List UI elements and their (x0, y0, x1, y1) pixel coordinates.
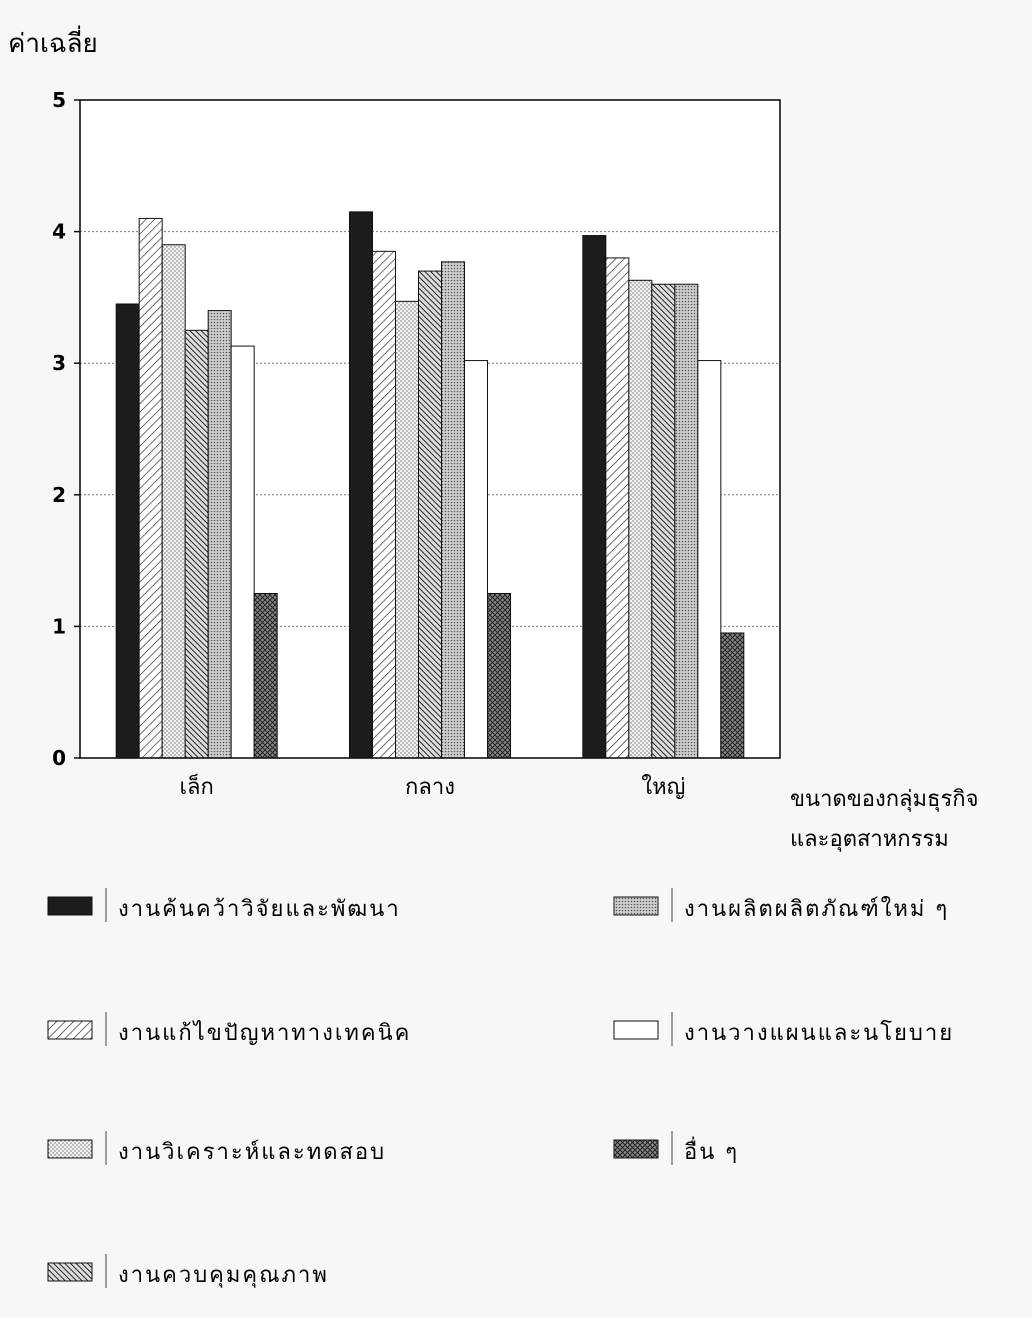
bar (230, 345, 255, 759)
legend-label: งานควบคุมคุณภาพ (118, 1263, 329, 1288)
bar (349, 211, 373, 759)
legend-label: งานค้นคว้าวิจัยและพัฒนา (118, 897, 401, 922)
y-tick-label: 4 (52, 220, 66, 244)
bar (184, 329, 209, 759)
legend-label: งานวิเคราะห์และทดสอบ (118, 1140, 386, 1165)
legend-swatch (613, 896, 659, 916)
x-axis-title-line-1: ขนาดของกลุ่มธุรกิจ (790, 787, 978, 812)
legend: งานค้นคว้าวิจัยและพัฒนางานแก้ไขปัญหาทางเ… (47, 888, 954, 1288)
y-tick-label: 5 (52, 88, 66, 112)
y-axis-title: ค่าเฉลี่ย (8, 25, 98, 59)
bar (115, 303, 140, 759)
bar (418, 270, 442, 759)
bar (720, 632, 745, 759)
y-tick-label: 0 (52, 746, 66, 770)
bar (161, 244, 186, 759)
plot-area: 0 1 2 3 4 5 เล็ก กลาง ใหญ่ (52, 88, 781, 800)
x-axis-title-line-2: และอุตสาหกรรม (790, 827, 949, 852)
bar (697, 360, 722, 759)
bar (674, 283, 699, 759)
plot-frame (79, 99, 781, 759)
legend-swatch (613, 1020, 659, 1040)
legend-label: อื่น ๆ (684, 1136, 739, 1165)
bar (253, 593, 278, 759)
bar (464, 360, 488, 759)
bar (582, 235, 607, 759)
bar (605, 257, 630, 759)
x-category-label: กลาง (405, 775, 455, 800)
bar (395, 300, 419, 759)
y-tick-label: 1 (52, 614, 66, 638)
legend-label: งานผลิตผลิตภัณฑ์ใหม่ ๆ (684, 896, 949, 922)
x-category-label: เล็ก (180, 772, 214, 800)
bar (138, 217, 163, 759)
legend-swatch (47, 1020, 93, 1040)
legend-label: งานวางแผนและนโยบาย (684, 1020, 954, 1046)
bar (628, 279, 653, 759)
bar (372, 250, 396, 759)
bar (651, 283, 676, 759)
legend-swatch (47, 896, 93, 916)
legend-swatch (47, 1262, 93, 1282)
legend-swatch (613, 1139, 659, 1159)
y-tick-label: 2 (52, 483, 66, 507)
bar (441, 261, 465, 759)
y-tick-label: 3 (52, 351, 66, 375)
x-category-label: ใหญ่ (641, 774, 685, 800)
bar (207, 310, 232, 759)
bar (487, 593, 511, 759)
legend-swatch (47, 1139, 93, 1159)
legend-label: งานแก้ไขปัญหาทางเทคนิค (118, 1020, 411, 1046)
